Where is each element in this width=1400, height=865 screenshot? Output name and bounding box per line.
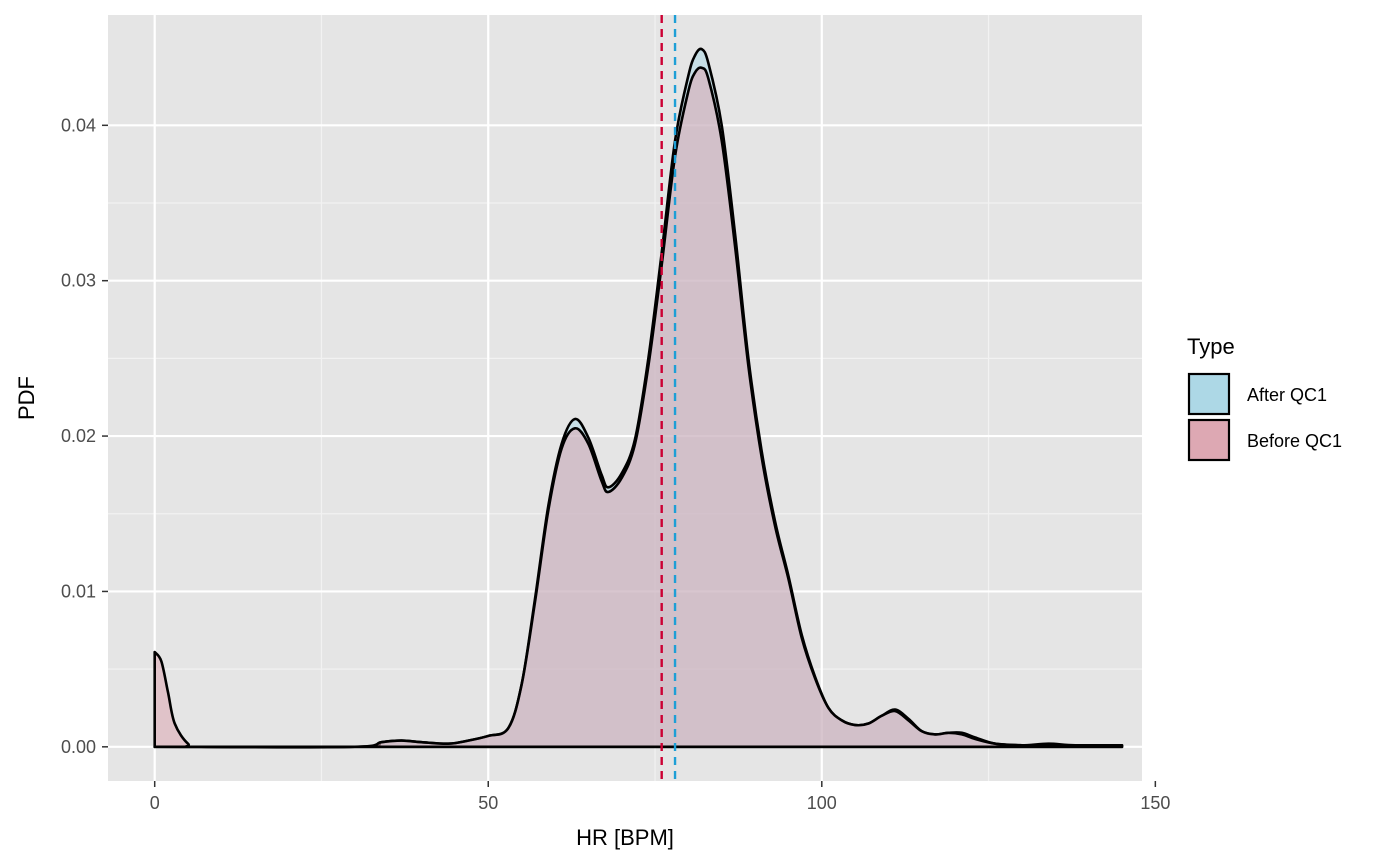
y-tick-label: 0.04	[61, 115, 96, 135]
grid	[108, 15, 1157, 781]
legend-swatch-after-qc1	[1187, 372, 1231, 416]
y-tick-label: 0.03	[61, 271, 96, 291]
legend-swatch-before-qc1	[1187, 418, 1231, 462]
legend: Type After QC1 Before QC1	[1187, 334, 1342, 462]
x-axis: 0 50 100 150	[150, 781, 1170, 813]
x-tick-label: 50	[478, 793, 498, 813]
x-tick-label: 0	[150, 793, 160, 813]
y-tick-label: 0.00	[61, 737, 96, 757]
density-areas	[153, 47, 1124, 749]
density-area-before-qc1	[153, 66, 1124, 749]
y-tick-label: 0.02	[61, 426, 96, 446]
y-axis: 0.00 0.01 0.02 0.03 0.04	[61, 115, 108, 757]
x-tick-label: 100	[807, 793, 837, 813]
mean-lines	[660, 15, 677, 781]
legend-label-before-qc1: Before QC1	[1247, 431, 1342, 451]
legend-label-after-qc1: After QC1	[1247, 385, 1327, 405]
x-tick-label: 150	[1140, 793, 1170, 813]
y-axis-title: PDF	[14, 376, 39, 420]
y-tick-label: 0.01	[61, 581, 96, 601]
legend-title: Type	[1187, 334, 1235, 359]
x-axis-title: HR [BPM]	[576, 825, 674, 850]
legend-items: After QC1 Before QC1	[1187, 372, 1342, 462]
